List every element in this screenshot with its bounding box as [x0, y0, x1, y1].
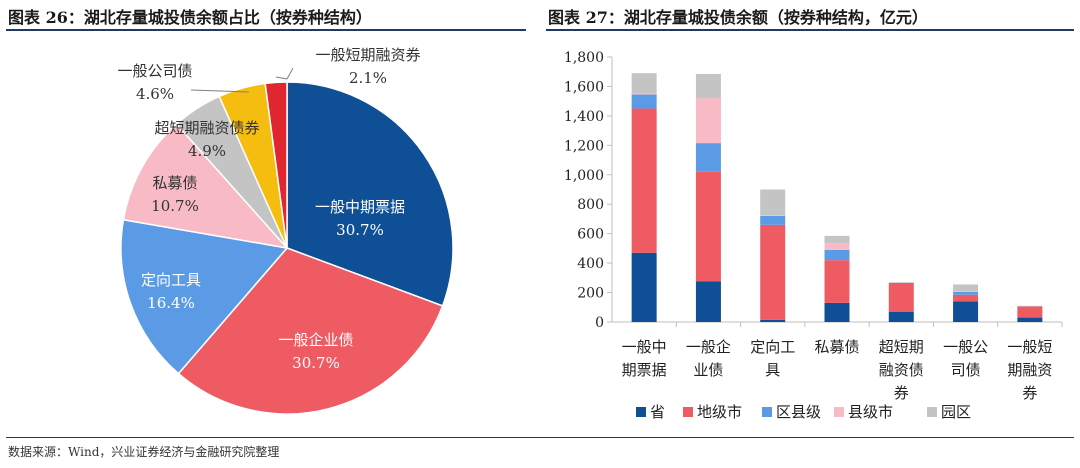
pie-label-name: 一般短期融资券 [315, 46, 420, 64]
pie-slice [177, 247, 444, 415]
pie-slice [120, 218, 289, 375]
x-category-label: 券 [894, 384, 909, 402]
legend-swatch [762, 407, 772, 417]
footer-rule [6, 437, 1074, 438]
bar-segment [1017, 305, 1043, 307]
bar-segment [888, 311, 914, 322]
left-chart-title: 图表 26：湖北存量城投债余额占比（按券种结构） [8, 8, 372, 27]
legend-swatch [834, 407, 844, 417]
bar-segment [888, 282, 914, 312]
pie-label-name: 一般中期票据 [315, 198, 405, 216]
y-tick-label: 1,400 [564, 109, 604, 125]
y-tick-label: 200 [577, 286, 604, 302]
legend-label: 区县级 [776, 403, 821, 421]
x-category-label: 业债 [693, 361, 723, 379]
bar-segment [631, 93, 657, 95]
pie-label-value: 4.6% [136, 85, 174, 103]
x-category-label: 期融资 [1007, 361, 1052, 379]
leader-line [190, 89, 250, 93]
pie-slice [122, 123, 289, 250]
bar-segment [824, 235, 850, 244]
x-category-label: 一般公 [943, 338, 988, 356]
right-title-rule [546, 29, 1074, 31]
bar-segment [631, 108, 657, 253]
y-tick-label: 600 [577, 227, 604, 243]
x-category-label: 超短期 [879, 338, 924, 356]
pie-label-value: 2.1% [349, 69, 387, 87]
pie-label-value: 30.7% [336, 221, 384, 239]
source-note: 数据来源：Wind，兴业证券经济与金融研究院整理 [8, 445, 280, 459]
bar-segment [760, 319, 786, 322]
y-tick-label: 1,200 [564, 138, 604, 154]
leader-line [275, 76, 288, 80]
y-tick-label: 800 [577, 197, 604, 213]
bar-segment [695, 143, 721, 172]
pie-label-name: 一般企业债 [278, 331, 353, 349]
legend-swatch [636, 407, 646, 417]
bar-segment [695, 281, 721, 322]
bar-segment [953, 291, 979, 295]
bar-segment [760, 189, 786, 216]
legend-swatch [927, 407, 937, 417]
y-tick-label: 1,600 [564, 79, 604, 95]
bar-segment [888, 282, 914, 283]
bar-segment [953, 284, 979, 292]
x-category-label: 一般中 [622, 338, 667, 356]
right-chart-title: 图表 27：湖北存量城投债余额（按券种结构，亿元） [548, 8, 928, 27]
bar-segment [695, 98, 721, 144]
legend-label: 地级市 [697, 403, 742, 421]
pie-label-name: 超短期融资债券 [154, 119, 259, 137]
bar-segment [953, 291, 979, 292]
y-tick-label: 1,800 [564, 50, 604, 66]
x-category-label: 融资债 [879, 361, 924, 379]
bar-segment [953, 301, 979, 322]
pie-chart: 一般中期票据 30.7% 一般企业债 30.7% 定向工具 16.4% 私募债 10.7% 超短… [117, 46, 454, 415]
y-tick-label: 400 [577, 256, 604, 272]
x-category-label: 定向工 [750, 338, 795, 356]
bar-segment [824, 249, 850, 261]
legend-label: 县级市 [848, 403, 893, 421]
x-category-label: 期票据 [622, 361, 667, 379]
x-category-label: 私募债 [814, 338, 859, 356]
x-category-label: 一般企 [686, 338, 731, 356]
x-category-label: 具 [765, 361, 780, 379]
stacked-bar-chart: 0 200 400 600 800 1,000 1,200 1,400 1,600 1,800 一般… [564, 50, 1063, 421]
legend-swatch [683, 407, 693, 417]
bar-segment [631, 94, 657, 109]
bar-segment [953, 294, 979, 302]
bar-segment [695, 171, 721, 282]
bar-segment [631, 73, 657, 94]
bar-segment [824, 302, 850, 322]
bar-segment [760, 216, 786, 225]
left-title-rule [6, 29, 526, 31]
pie-slice [264, 81, 288, 249]
pie-label-value: 16.4% [147, 294, 195, 312]
y-tick-label: 0 [595, 315, 604, 331]
bar-segment [631, 252, 657, 322]
pie-label-name: 私募债 [152, 174, 197, 192]
legend-label: 省 [650, 403, 665, 421]
bar-segment [695, 73, 721, 99]
bar-segment [824, 243, 850, 250]
x-category-label: 一般短 [1007, 338, 1052, 356]
bar-segment [760, 215, 786, 216]
pie-label-name: 一般公司债 [117, 62, 192, 80]
pie-label-value: 10.7% [151, 197, 199, 215]
pie-label-value: 30.7% [292, 354, 340, 372]
x-category-label: 券 [1022, 384, 1037, 402]
pie-label-value: 4.9% [188, 142, 226, 160]
bar-segment [760, 224, 786, 320]
bar-segment [1017, 306, 1043, 318]
bar-segment [824, 260, 850, 303]
bar-segment [1017, 317, 1043, 322]
y-tick-label: 1,000 [564, 168, 604, 184]
x-category-label: 司债 [951, 361, 981, 379]
pie-label-name: 定向工具 [141, 271, 201, 289]
pie-slice [286, 81, 454, 307]
leader-line [286, 67, 294, 80]
legend-label: 园区 [941, 403, 971, 421]
